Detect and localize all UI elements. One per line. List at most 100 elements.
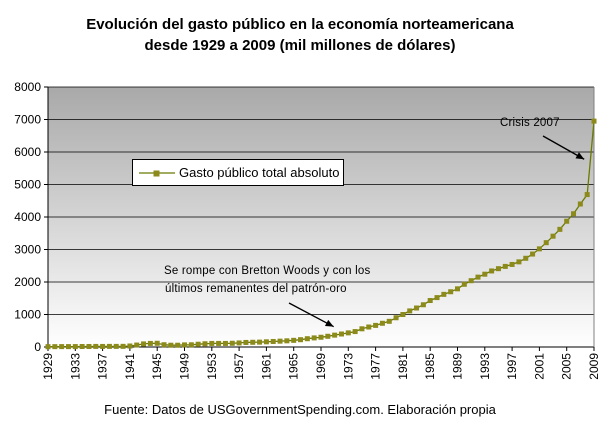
data-point (106, 343, 112, 349)
data-point (441, 291, 447, 297)
annotation-arrows (288, 135, 585, 328)
chart-subtitle: desde 1929 a 2009 (mil millones de dólar… (144, 37, 456, 54)
data-point (304, 336, 310, 342)
data-point (338, 331, 344, 337)
data-point (195, 341, 201, 347)
data-point (448, 289, 454, 295)
x-tick-label: 1953 (205, 353, 219, 380)
x-tick-label: 1973 (341, 353, 355, 380)
data-point (154, 340, 160, 346)
chart-title: Evolución del gasto público en la econom… (86, 16, 514, 33)
data-point (277, 338, 283, 344)
data-point (475, 274, 481, 280)
data-point (434, 295, 440, 301)
data-point (509, 261, 515, 267)
data-point (250, 339, 256, 345)
data-point (461, 281, 467, 287)
data-point (530, 251, 536, 257)
x-tick-label: 1961 (259, 353, 273, 380)
data-point (100, 343, 106, 349)
y-tick-label: 7000 (14, 113, 41, 127)
x-tick-label: 1949 (178, 353, 192, 380)
y-tick-label: 3000 (14, 243, 41, 257)
data-point (65, 344, 71, 350)
x-tick-labels: 1929 1933 1937 1941 1945 1949 1953 1957 1961 1965… (41, 347, 600, 380)
data-point (495, 266, 501, 272)
legend-swatch-icon (139, 170, 175, 177)
data-point (182, 342, 187, 348)
y-tick-label: 0 (34, 340, 41, 354)
x-tick-label: 1945 (150, 353, 164, 380)
source-footnote: Fuente: Datos de USGovernmentSpending.co… (104, 402, 496, 417)
annotation-line: últimos remanentes del patrón-oro (165, 283, 347, 295)
annotation-arrow (288, 302, 334, 328)
legend: Gasto público total absoluto (132, 159, 344, 186)
data-point (72, 344, 78, 350)
data-point (407, 308, 413, 314)
y-tick-label: 5000 (14, 178, 41, 192)
annotation-bretton-woods: Se rompe con Bretton Woods y con los últ… (164, 262, 370, 298)
data-point (79, 344, 85, 350)
x-tick-label: 1941 (123, 353, 137, 380)
data-point (188, 342, 194, 348)
data-point (298, 337, 304, 343)
data-point (414, 305, 420, 311)
series-layer (45, 118, 597, 350)
data-point (523, 255, 529, 261)
data-point (257, 339, 263, 345)
data-point (468, 278, 474, 284)
data-point (284, 338, 290, 344)
data-point (516, 259, 522, 265)
data-point (113, 343, 119, 349)
data-point (379, 320, 385, 326)
x-tick-label: 1977 (369, 353, 383, 380)
data-point (236, 340, 242, 346)
data-point (591, 118, 597, 124)
y-tick-label: 4000 (14, 210, 41, 224)
x-tick-label: 1929 (41, 353, 55, 380)
data-point (45, 344, 51, 350)
data-point (161, 342, 167, 348)
x-tick-label: 1993 (478, 353, 492, 380)
data-point (386, 318, 392, 324)
y-tick-label: 6000 (14, 145, 41, 159)
data-point (550, 233, 556, 239)
data-point (564, 218, 570, 224)
x-tick-label: 1997 (505, 353, 519, 380)
data-point (141, 341, 147, 347)
data-point (168, 342, 174, 348)
data-point (345, 330, 351, 336)
annotation-crisis-2007: Crisis 2007 (500, 117, 560, 129)
data-point (270, 338, 276, 344)
data-point (263, 339, 269, 345)
data-point (359, 326, 365, 332)
data-point (571, 211, 577, 217)
data-point (175, 342, 181, 348)
data-point (127, 343, 133, 349)
data-point (332, 332, 338, 338)
data-point (373, 322, 379, 328)
data-point (222, 340, 228, 346)
data-point (536, 246, 542, 252)
data-point (366, 324, 372, 330)
data-point (577, 201, 583, 207)
annotation-line: Se rompe con Bretton Woods y con los (164, 265, 371, 277)
data-point (502, 263, 508, 269)
x-tick-label: 2009 (587, 353, 600, 380)
data-point (352, 329, 358, 335)
y-tick-label: 8000 (14, 80, 41, 94)
x-tick-label: 1937 (96, 353, 110, 380)
data-point (482, 271, 488, 277)
data-point (543, 240, 549, 246)
data-point (584, 192, 590, 198)
arrow-head (324, 319, 334, 327)
data-point (243, 339, 249, 345)
chart-title-block: Evolución del gasto público en la econom… (0, 14, 600, 56)
data-point (489, 268, 495, 274)
y-tick-labels: 0 1000 2000 3000 4000 5000 6000 7000 8000 (14, 80, 41, 354)
data-point (427, 298, 433, 304)
data-point (311, 335, 317, 341)
x-tick-label: 2001 (532, 353, 546, 380)
grid-lines (44, 86, 594, 348)
